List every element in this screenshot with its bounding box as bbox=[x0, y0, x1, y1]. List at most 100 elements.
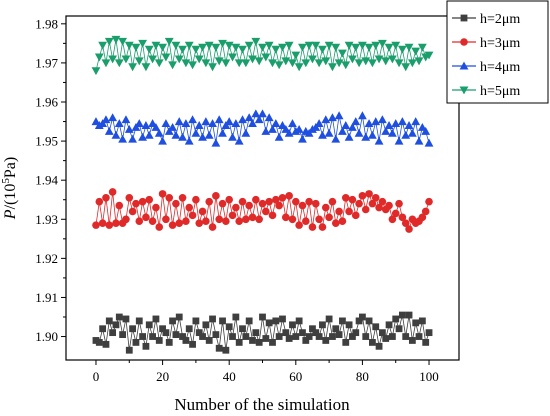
data-point bbox=[348, 123, 357, 131]
data-point bbox=[185, 325, 193, 333]
data-point bbox=[325, 213, 333, 222]
data-point bbox=[304, 41, 314, 50]
data-point bbox=[269, 339, 276, 346]
data-point bbox=[292, 197, 300, 206]
data-point bbox=[401, 130, 411, 139]
data-point bbox=[318, 130, 327, 139]
plot-area bbox=[65, 15, 460, 361]
data-point bbox=[101, 59, 111, 68]
data-point bbox=[295, 221, 303, 229]
data-point bbox=[121, 55, 131, 64]
legend-marker bbox=[460, 38, 468, 46]
data-point bbox=[382, 335, 390, 342]
data-point bbox=[222, 217, 230, 226]
data-point bbox=[395, 199, 403, 208]
data-point bbox=[259, 313, 266, 321]
data-point bbox=[309, 325, 316, 333]
series-4 bbox=[91, 35, 434, 76]
data-point bbox=[224, 41, 234, 50]
data-point bbox=[282, 213, 290, 222]
data-point bbox=[288, 59, 297, 68]
data-point bbox=[422, 339, 430, 346]
data-point bbox=[165, 193, 174, 202]
data-point bbox=[145, 195, 154, 204]
data-point bbox=[292, 333, 300, 340]
data-point bbox=[212, 192, 220, 200]
data-point bbox=[388, 215, 397, 224]
data-point bbox=[129, 325, 137, 333]
data-point bbox=[349, 333, 356, 340]
data-point bbox=[122, 215, 130, 224]
legend-label: h=4μm bbox=[480, 60, 520, 75]
data-point bbox=[351, 117, 361, 126]
data-point bbox=[91, 67, 101, 76]
data-point bbox=[125, 193, 134, 202]
data-point bbox=[218, 39, 227, 48]
data-point bbox=[219, 317, 226, 325]
data-point bbox=[417, 43, 427, 52]
y-tick-label: 1.90 bbox=[35, 329, 58, 344]
data-point bbox=[144, 45, 154, 54]
data-point bbox=[365, 317, 373, 325]
data-point bbox=[205, 337, 213, 344]
data-point bbox=[202, 321, 210, 329]
data-point bbox=[175, 219, 184, 227]
data-point bbox=[314, 59, 324, 68]
data-point bbox=[342, 339, 350, 346]
data-point bbox=[325, 315, 333, 323]
data-point bbox=[148, 217, 157, 226]
data-point bbox=[302, 337, 310, 344]
data-point bbox=[332, 325, 340, 333]
data-point bbox=[248, 213, 257, 222]
data-point bbox=[394, 136, 404, 145]
data-point bbox=[168, 221, 177, 229]
data-point bbox=[418, 317, 426, 325]
data-point bbox=[328, 197, 337, 206]
data-point bbox=[142, 213, 150, 222]
data-point bbox=[215, 344, 223, 352]
data-point bbox=[265, 319, 273, 327]
data-point bbox=[154, 59, 164, 68]
data-point bbox=[369, 339, 376, 346]
data-point bbox=[264, 113, 274, 122]
y-axis-title-symbol: P bbox=[2, 209, 19, 220]
data-point bbox=[311, 199, 320, 208]
data-point bbox=[335, 207, 343, 216]
data-point bbox=[251, 37, 261, 46]
data-point bbox=[391, 119, 401, 128]
data-point bbox=[131, 43, 141, 52]
data-point bbox=[215, 215, 224, 224]
data-point bbox=[158, 136, 167, 145]
data-point bbox=[248, 119, 257, 128]
data-point bbox=[387, 55, 397, 64]
data-point bbox=[361, 57, 371, 66]
data-point bbox=[232, 203, 240, 212]
data-point bbox=[152, 203, 160, 212]
y-tick-label: 1.94 bbox=[35, 173, 58, 188]
data-point bbox=[165, 339, 173, 346]
data-point bbox=[301, 217, 310, 226]
data-point bbox=[108, 113, 118, 122]
data-point bbox=[341, 121, 351, 129]
data-point bbox=[378, 197, 387, 206]
data-point bbox=[195, 329, 203, 337]
data-point bbox=[158, 190, 167, 198]
data-point bbox=[171, 130, 181, 139]
data-point bbox=[95, 339, 103, 346]
data-point bbox=[324, 128, 334, 137]
data-point bbox=[359, 313, 366, 321]
data-point bbox=[132, 339, 140, 346]
data-point bbox=[138, 132, 148, 141]
data-point bbox=[122, 315, 130, 323]
data-point bbox=[101, 115, 111, 124]
data-point bbox=[175, 313, 183, 321]
data-point bbox=[424, 138, 434, 147]
data-point bbox=[128, 134, 138, 143]
data-point bbox=[242, 215, 250, 224]
x-tick-label: 40 bbox=[223, 369, 236, 384]
data-point bbox=[341, 193, 350, 202]
data-point bbox=[412, 319, 420, 327]
data-point bbox=[298, 134, 307, 143]
data-point bbox=[414, 57, 424, 66]
data-point bbox=[199, 333, 206, 340]
